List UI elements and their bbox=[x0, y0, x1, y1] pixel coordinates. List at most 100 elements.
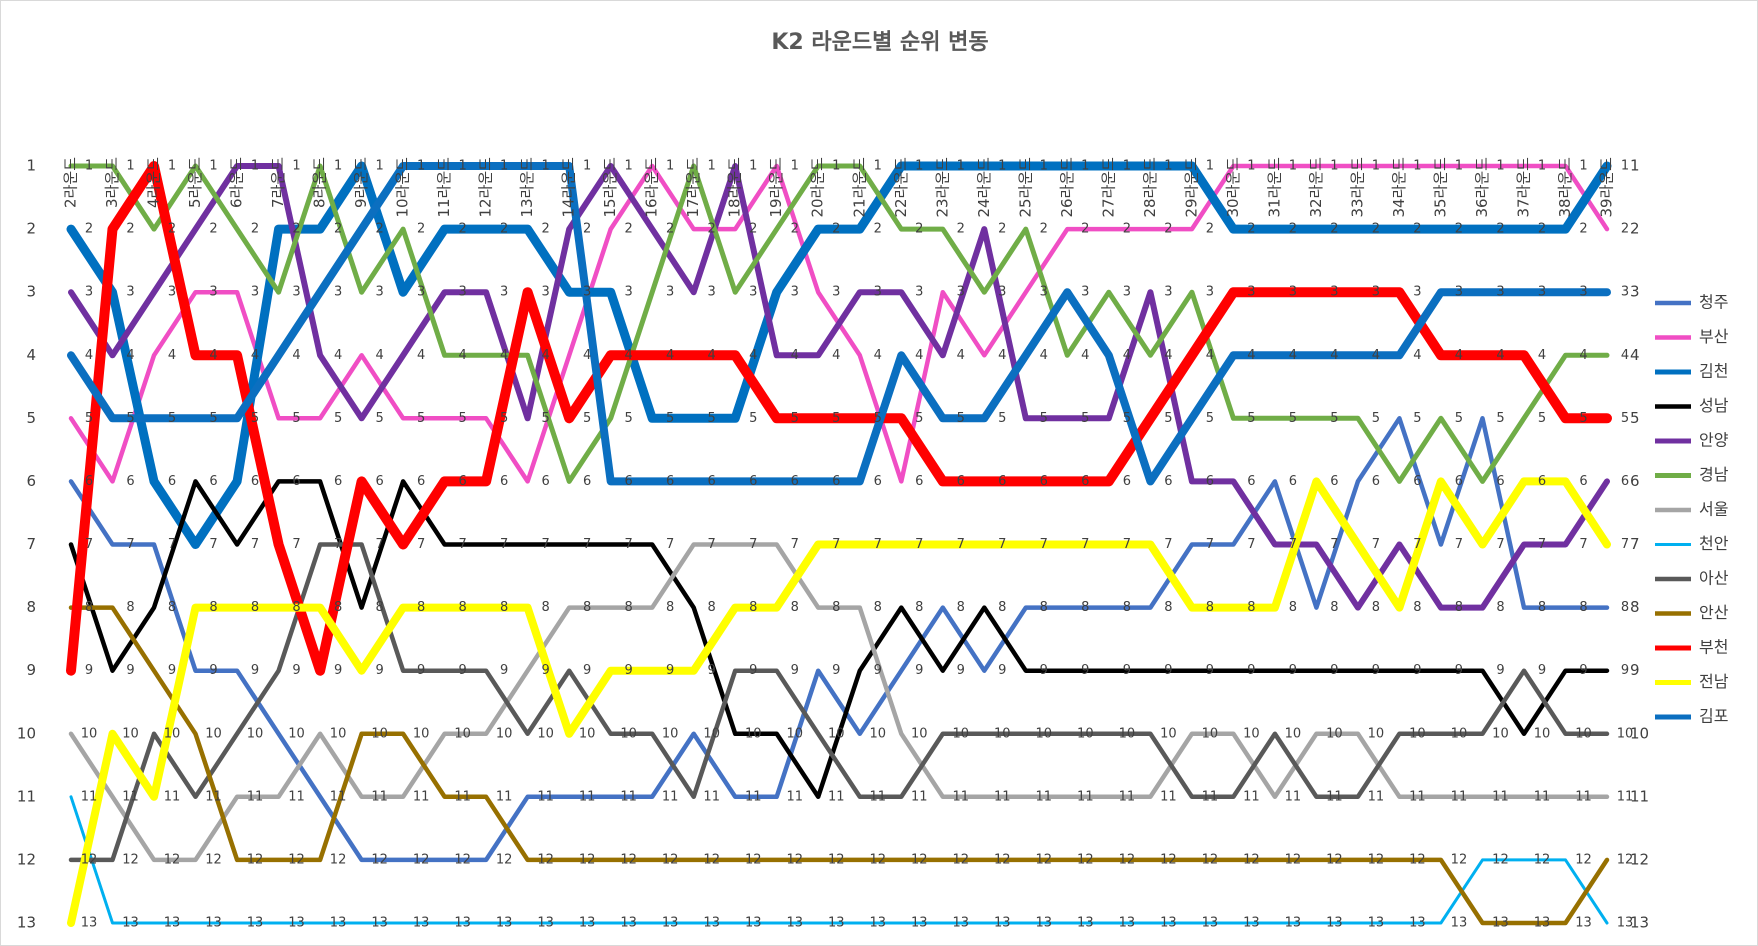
data-label: 11 bbox=[1202, 789, 1219, 804]
data-label: 11 bbox=[745, 789, 762, 804]
data-label: 9 bbox=[957, 663, 965, 678]
y-tick-label-right: 12 bbox=[1630, 850, 1649, 868]
x-tick-label: 15라운드 bbox=[601, 157, 619, 218]
data-label: 7 bbox=[334, 537, 342, 552]
data-label: 12 bbox=[1409, 852, 1426, 867]
data-label: 10 bbox=[288, 726, 305, 741]
series-line bbox=[68, 416, 1610, 863]
data-label: 12 bbox=[122, 852, 139, 867]
data-label: 2 bbox=[1538, 222, 1546, 237]
x-tick-label: 3라운드 bbox=[103, 157, 121, 208]
x-tick-label: 31라운드 bbox=[1265, 157, 1283, 218]
series-line bbox=[66, 161, 1612, 549]
data-label: 13 bbox=[1077, 916, 1094, 931]
data-label: 10 bbox=[1575, 726, 1592, 741]
data-label: 6 bbox=[1413, 474, 1421, 489]
data-label: 2 bbox=[874, 222, 882, 237]
data-label: 13 bbox=[1492, 916, 1509, 931]
data-label: 3 bbox=[1579, 285, 1587, 300]
series-line bbox=[68, 163, 1610, 484]
data-label: 10 bbox=[1617, 726, 1634, 741]
data-label: 5 bbox=[500, 411, 508, 426]
y-tick-label: 3 bbox=[26, 283, 36, 301]
data-label: 1 bbox=[417, 159, 425, 174]
data-label: 12 bbox=[1202, 852, 1219, 867]
data-label: 7 bbox=[500, 537, 508, 552]
data-label: 10 bbox=[122, 726, 139, 741]
data-label: 3 bbox=[708, 285, 716, 300]
data-label: 9 bbox=[666, 663, 674, 678]
data-label: 6 bbox=[583, 474, 591, 489]
data-label: 5 bbox=[1496, 411, 1504, 426]
data-label: 1 bbox=[1330, 159, 1338, 174]
data-label: 6 bbox=[375, 474, 383, 489]
data-label: 5 bbox=[957, 411, 965, 426]
x-tick-label: 20라운드 bbox=[809, 157, 827, 218]
data-label: 10 bbox=[496, 726, 513, 741]
data-label: 10 bbox=[1492, 726, 1509, 741]
data-label: 7 bbox=[749, 537, 757, 552]
data-label: 6 bbox=[874, 474, 882, 489]
y-tick-label: 9 bbox=[26, 661, 36, 679]
data-label: 6 bbox=[500, 474, 508, 489]
data-label: 4 bbox=[251, 348, 259, 363]
legend-label: 안양 bbox=[1699, 431, 1729, 450]
data-label: 7 bbox=[625, 537, 633, 552]
data-label: 8 bbox=[1621, 600, 1629, 615]
data-label: 4 bbox=[583, 348, 591, 363]
data-label: 6 bbox=[1538, 474, 1546, 489]
data-label: 12 bbox=[1575, 852, 1592, 867]
data-label: 1 bbox=[500, 159, 508, 174]
legend-label: 부산 bbox=[1699, 327, 1729, 346]
data-label: 7 bbox=[583, 537, 591, 552]
data-label: 13 bbox=[1617, 916, 1634, 931]
data-label: 12 bbox=[1368, 852, 1385, 867]
data-label: 11 bbox=[81, 789, 98, 804]
data-label: 10 bbox=[1202, 726, 1219, 741]
data-label: 10 bbox=[247, 726, 264, 741]
data-label: 1 bbox=[1289, 159, 1297, 174]
x-tick-label: 14라운드 bbox=[560, 157, 578, 218]
series-line bbox=[68, 163, 1610, 611]
y-tick-label: 13 bbox=[17, 914, 36, 932]
series-line bbox=[69, 795, 1609, 925]
y-tick-label: 5 bbox=[26, 409, 36, 427]
data-label: 6 bbox=[542, 474, 550, 489]
data-label: 8 bbox=[874, 600, 882, 615]
data-label: 7 bbox=[1372, 537, 1380, 552]
series-line bbox=[68, 479, 1610, 800]
data-label: 6 bbox=[168, 474, 176, 489]
data-label: 8 bbox=[625, 600, 633, 615]
data-label: 8 bbox=[85, 600, 93, 615]
data-label: 11 bbox=[1368, 789, 1385, 804]
data-label: 8 bbox=[957, 600, 965, 615]
data-label: 5 bbox=[749, 411, 757, 426]
data-label: 10 bbox=[1451, 726, 1468, 741]
data-label: 2 bbox=[1455, 222, 1463, 237]
data-label: 12 bbox=[454, 852, 471, 867]
data-label: 2 bbox=[1372, 222, 1380, 237]
x-tick-label: 24라운드 bbox=[975, 157, 993, 218]
data-label: 10 bbox=[911, 726, 928, 741]
data-label: 10 bbox=[1285, 726, 1302, 741]
data-label: 6 bbox=[1621, 474, 1629, 489]
data-label: 1 bbox=[209, 159, 217, 174]
data-label: 3 bbox=[251, 285, 259, 300]
data-label: 6 bbox=[666, 474, 674, 489]
data-label: 5 bbox=[625, 411, 633, 426]
x-tick-label: 39라운드 bbox=[1598, 157, 1616, 218]
data-label: 1 bbox=[1413, 159, 1421, 174]
data-label: 8 bbox=[583, 600, 591, 615]
data-label: 1 bbox=[1247, 159, 1255, 174]
data-label: 9 bbox=[292, 663, 300, 678]
x-tick-label: 30라운드 bbox=[1224, 157, 1242, 218]
data-label: 12 bbox=[1160, 852, 1177, 867]
data-label: 1 bbox=[542, 159, 550, 174]
data-label: 1 bbox=[666, 159, 674, 174]
data-label: 2 bbox=[832, 222, 840, 237]
data-label: 7 bbox=[292, 537, 300, 552]
data-label: 3 bbox=[874, 285, 882, 300]
x-tick-label: 7라운드 bbox=[269, 157, 287, 208]
data-label: 9 bbox=[1081, 663, 1089, 678]
x-tick-label: 33라운드 bbox=[1348, 157, 1366, 218]
